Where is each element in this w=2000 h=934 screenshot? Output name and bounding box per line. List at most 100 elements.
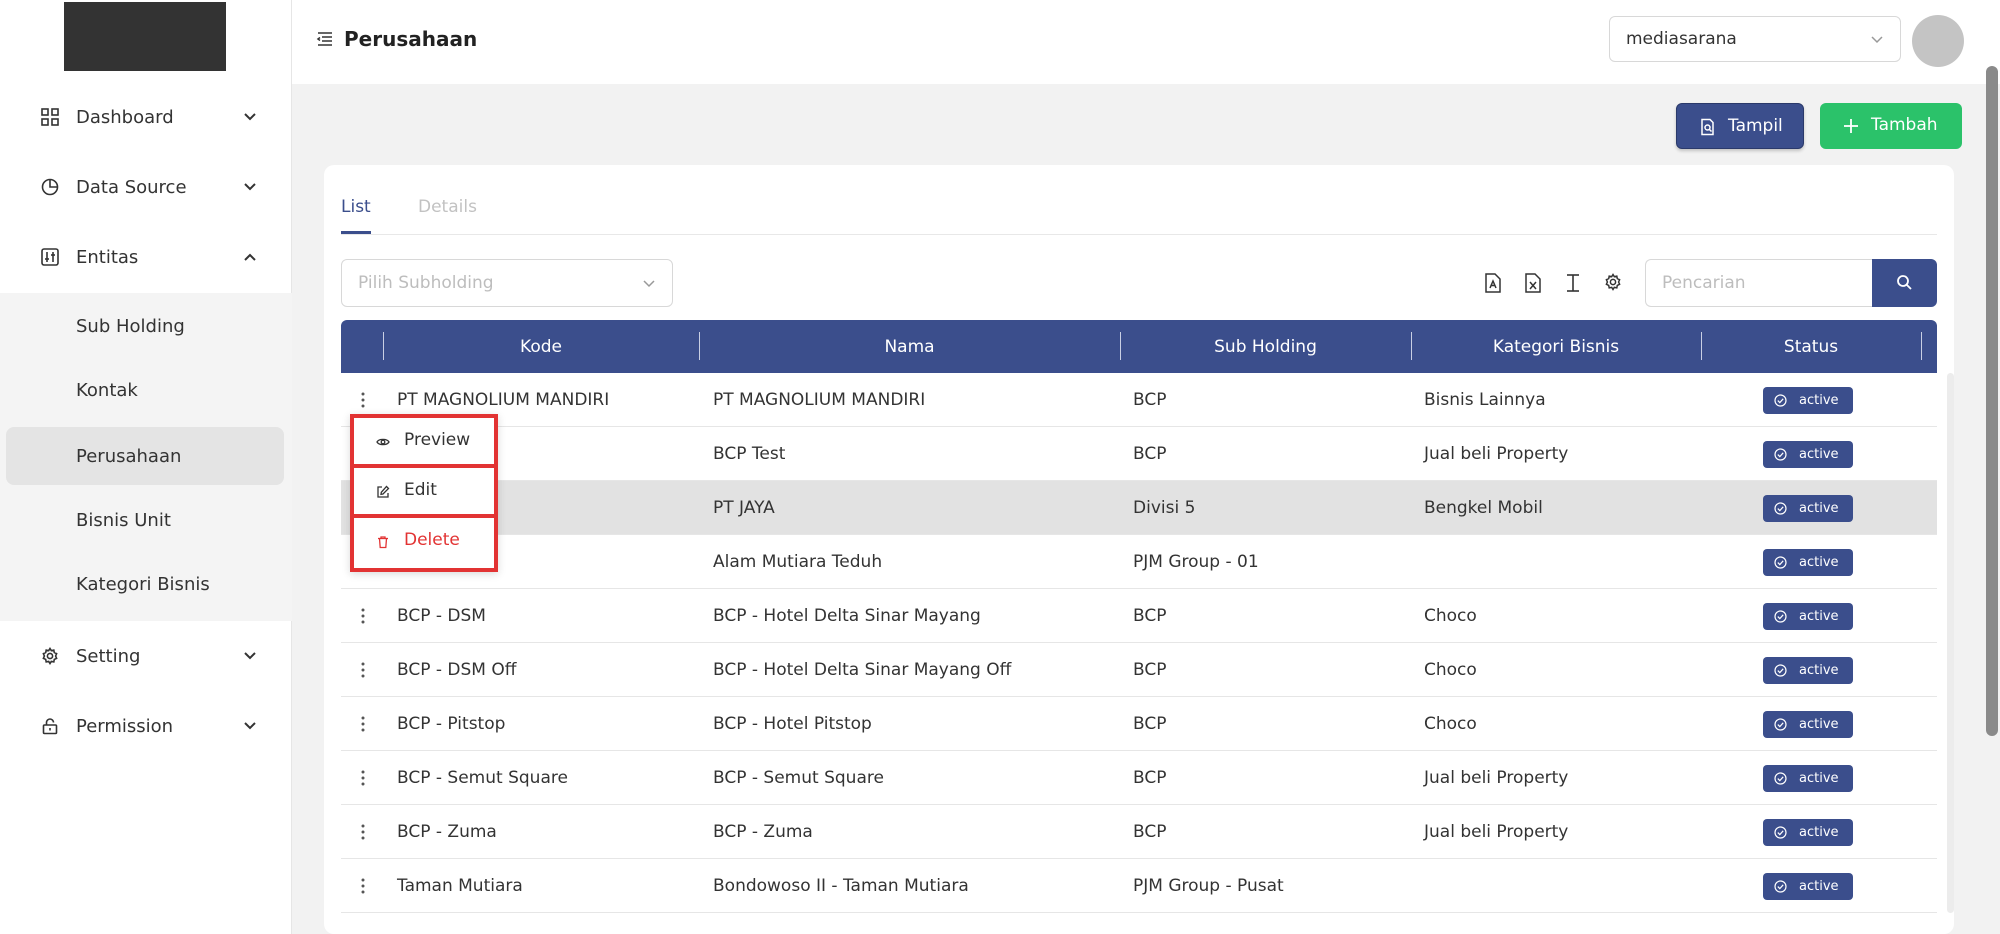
tambah-button-label: Tambah xyxy=(1871,115,1938,135)
chevron-down-icon xyxy=(1870,32,1884,51)
kebab-menu-icon[interactable] xyxy=(360,876,366,896)
cell-nama: BCP - Zuma xyxy=(713,822,813,842)
edit-menu-label: Edit xyxy=(404,480,437,500)
search-input[interactable] xyxy=(1645,259,1873,307)
kebab-menu-icon[interactable] xyxy=(360,768,366,788)
table-row: BCP - Zuma BCP - Zuma BCP Jual beli Prop… xyxy=(341,805,1937,859)
menu-toggle-icon[interactable] xyxy=(316,30,334,48)
sidebar-item-bisnis-unit[interactable]: Bisnis Unit xyxy=(6,491,284,549)
edit-icon xyxy=(376,484,390,498)
column-header-nama[interactable]: Nama xyxy=(884,336,935,357)
export-excel-icon[interactable] xyxy=(1524,273,1544,293)
cell-nama: BCP - Hotel Delta Sinar Mayang Off xyxy=(713,660,1012,680)
menu-divider xyxy=(354,464,494,468)
status-badge-label: active xyxy=(1799,717,1839,732)
column-header-kode[interactable]: Kode xyxy=(520,336,562,357)
gear-icon[interactable] xyxy=(1604,273,1624,293)
sidebar-item-label: Setting xyxy=(76,645,141,667)
table-row: BCP Test BCP Jual beli Property active xyxy=(341,427,1937,481)
delete-menu-label: Delete xyxy=(404,530,460,550)
status-badge[interactable]: active xyxy=(1763,549,1853,576)
export-pdf-icon[interactable] xyxy=(1484,273,1504,293)
cell-kode: BCP - Semut Square xyxy=(397,768,568,788)
status-badge[interactable]: active xyxy=(1763,441,1853,468)
kebab-menu-icon[interactable] xyxy=(360,822,366,842)
subholding-select[interactable]: Pilih Subholding xyxy=(341,259,673,307)
column-separator xyxy=(1120,332,1121,360)
page-scrollbar[interactable] xyxy=(1986,66,1998,736)
tab-details[interactable]: Details xyxy=(418,197,477,217)
edit-menu-item[interactable]: Edit xyxy=(354,468,494,514)
entitas-submenu: Sub Holding Kontak Perusahaan Bisnis Uni… xyxy=(0,293,292,621)
cell-sub-holding: BCP xyxy=(1133,390,1167,410)
kebab-menu-icon[interactable] xyxy=(360,606,366,626)
cell-nama: PT JAYA xyxy=(713,498,775,518)
sidebar-item-kontak[interactable]: Kontak xyxy=(6,361,284,419)
column-header-status[interactable]: Status xyxy=(1783,336,1839,357)
sidebar-item-dashboard[interactable]: Dashboard xyxy=(0,87,292,147)
cell-kode: BCP - Zuma xyxy=(397,822,497,842)
status-badge[interactable]: active xyxy=(1763,711,1853,738)
menu-divider xyxy=(354,514,494,518)
user-avatar[interactable] xyxy=(1912,15,1964,67)
status-badge-label: active xyxy=(1799,501,1839,516)
kebab-menu-icon[interactable] xyxy=(360,714,366,734)
status-badge[interactable]: active xyxy=(1763,603,1853,630)
column-header-kategori-bisnis[interactable]: Kategori Bisnis xyxy=(1492,336,1620,357)
cell-kode: BCP - DSM xyxy=(397,606,486,626)
cell-sub-holding: Divisi 5 xyxy=(1133,498,1196,518)
status-badge[interactable]: active xyxy=(1763,387,1853,414)
status-badge[interactable]: active xyxy=(1763,819,1853,846)
column-separator xyxy=(699,332,700,360)
status-badge-label: active xyxy=(1799,825,1839,840)
table-row: BCP - DSM BCP - Hotel Delta Sinar Mayang… xyxy=(341,589,1937,643)
content-card: List Details Pilih Subholding Kode Nama … xyxy=(324,165,1954,934)
sidebar-item-label: Entitas xyxy=(76,246,139,268)
tambah-button[interactable]: Tambah xyxy=(1820,103,1962,149)
cell-nama: BCP - Semut Square xyxy=(713,768,884,788)
tab-list[interactable]: List xyxy=(341,197,371,217)
cell-kategori-bisnis: Bengkel Mobil xyxy=(1424,498,1543,518)
chevron-down-icon xyxy=(242,179,258,195)
sidebar-item-kategori-bisnis[interactable]: Kategori Bisnis xyxy=(6,555,284,613)
cell-kategori-bisnis: Jual beli Property xyxy=(1424,768,1569,788)
tampil-button[interactable]: Tampil xyxy=(1676,103,1804,149)
sidebar-item-label: Kategori Bisnis xyxy=(76,573,210,595)
cell-nama: BCP - Hotel Pitstop xyxy=(713,714,872,734)
tampil-button-label: Tampil xyxy=(1728,116,1783,136)
plus-icon xyxy=(1842,117,1860,135)
cell-sub-holding: BCP xyxy=(1133,606,1167,626)
document-search-icon xyxy=(1699,118,1717,136)
text-cursor-icon[interactable] xyxy=(1564,273,1584,293)
sidebar-item-data-source[interactable]: Data Source xyxy=(0,157,292,217)
delete-menu-item[interactable]: Delete xyxy=(354,518,494,564)
sidebar-item-entitas[interactable]: Entitas xyxy=(0,227,292,287)
sidebar-item-sub-holding[interactable]: Sub Holding xyxy=(6,297,284,355)
check-circle-icon xyxy=(1774,880,1787,893)
cell-sub-holding: BCP xyxy=(1133,714,1167,734)
search-button[interactable] xyxy=(1872,259,1937,307)
active-tab-indicator xyxy=(341,231,371,234)
sidebar-item-label: Perusahaan xyxy=(76,445,182,467)
kebab-menu-icon[interactable] xyxy=(360,390,366,410)
status-badge[interactable]: active xyxy=(1763,765,1853,792)
kebab-menu-icon[interactable] xyxy=(360,660,366,680)
search-icon xyxy=(1897,275,1912,290)
cell-nama: PT MAGNOLIUM MANDIRI xyxy=(713,390,926,410)
chevron-down-icon xyxy=(242,648,258,664)
organization-select[interactable]: mediasarana xyxy=(1609,16,1901,62)
preview-menu-item[interactable]: Preview xyxy=(354,418,494,464)
sidebar-item-setting[interactable]: Setting xyxy=(0,626,292,686)
status-badge-label: active xyxy=(1799,447,1839,462)
table-scrollbar[interactable] xyxy=(1947,373,1954,913)
chevron-down-icon xyxy=(242,109,258,125)
sidebar-item-perusahaan[interactable]: Perusahaan xyxy=(6,427,284,485)
table-row: PT JAYA Divisi 5 Bengkel Mobil active xyxy=(341,481,1937,535)
page-title: Perusahaan xyxy=(344,27,478,51)
status-badge[interactable]: active xyxy=(1763,873,1853,900)
sidebar-item-permission[interactable]: Permission xyxy=(0,696,292,756)
status-badge[interactable]: active xyxy=(1763,495,1853,522)
grid-icon xyxy=(40,107,60,127)
status-badge[interactable]: active xyxy=(1763,657,1853,684)
column-header-sub-holding[interactable]: Sub Holding xyxy=(1214,336,1317,357)
